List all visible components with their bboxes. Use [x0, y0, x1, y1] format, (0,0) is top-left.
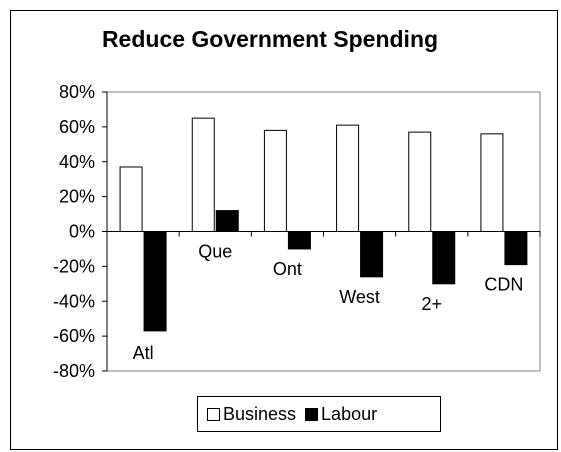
- y-tick-label: -20%: [53, 256, 95, 276]
- bar-business-atl: [119, 166, 143, 232]
- bar-labour-2plus: [432, 231, 456, 285]
- category-label: Ont: [273, 259, 302, 279]
- bar-business-que: [191, 117, 215, 232]
- y-tick-label: -60%: [53, 326, 95, 346]
- y-tick-label: 80%: [59, 82, 95, 102]
- y-tick-label: -80%: [53, 361, 95, 381]
- legend-label-labour: Labour: [321, 403, 378, 424]
- legend-item-business: Business: [207, 404, 296, 425]
- y-tick-label: 0%: [69, 222, 95, 242]
- category-label: 2+: [421, 294, 442, 314]
- bar-business-cdn: [480, 133, 504, 233]
- bar-labour-atl: [143, 231, 167, 332]
- legend-swatch-business: [207, 407, 220, 421]
- y-tick-label: -40%: [53, 291, 95, 311]
- legend-label-business: Business: [223, 403, 297, 424]
- y-tick-label: 40%: [59, 152, 95, 172]
- bar-labour-west: [360, 231, 384, 278]
- legend-item-labour: Labour: [305, 404, 377, 425]
- bar-business-2plus: [408, 131, 432, 232]
- bar-business-west: [336, 124, 360, 232]
- chart-title: Reduce Government Spending: [101, 26, 439, 52]
- category-label: Que: [198, 242, 232, 262]
- bar-labour-ont: [287, 231, 311, 250]
- category-label: West: [339, 287, 380, 307]
- bar-labour-que: [215, 210, 239, 232]
- bar-labour-cdn: [504, 231, 528, 266]
- y-tick-label: 20%: [59, 187, 95, 207]
- legend-swatch-labour: [305, 407, 319, 421]
- category-label: Atl: [133, 343, 154, 363]
- category-label: CDN: [484, 275, 523, 295]
- y-tick-label: 60%: [59, 117, 95, 137]
- chart-legend: Business Labour: [197, 396, 441, 432]
- bar-business-ont: [263, 129, 287, 232]
